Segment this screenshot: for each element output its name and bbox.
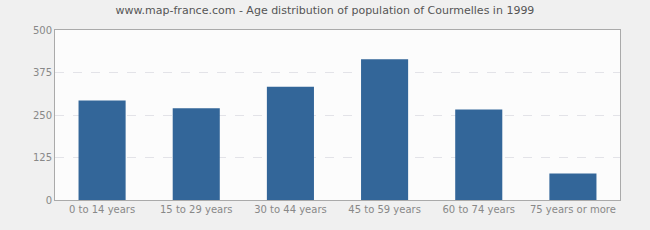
svg-text:30 to 44 years: 30 to 44 years — [254, 204, 327, 215]
svg-text:45 to 59 years: 45 to 59 years — [348, 204, 421, 215]
svg-text:www.map-france.com - Age distr: www.map-france.com - Age distribution of… — [116, 4, 535, 17]
svg-text:250: 250 — [33, 110, 52, 121]
svg-text:500: 500 — [33, 25, 52, 36]
svg-text:0: 0 — [46, 195, 52, 206]
svg-text:0 to 14 years: 0 to 14 years — [69, 204, 135, 215]
svg-text:375: 375 — [33, 67, 52, 78]
svg-text:15 to 29 years: 15 to 29 years — [160, 204, 233, 215]
svg-text:75 years or more: 75 years or more — [530, 204, 616, 215]
svg-text:60 to 74 years: 60 to 74 years — [442, 204, 515, 215]
svg-text:125: 125 — [33, 152, 52, 163]
